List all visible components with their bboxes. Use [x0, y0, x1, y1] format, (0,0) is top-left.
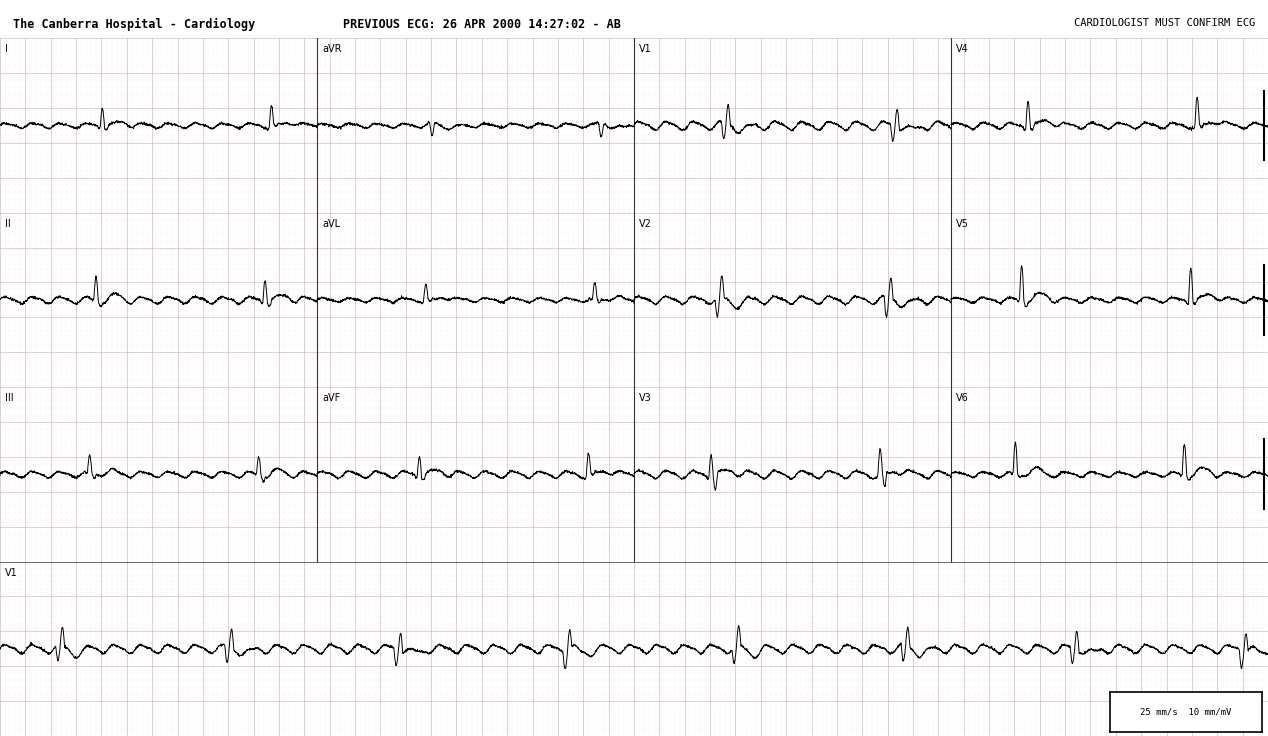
Text: I: I [5, 44, 8, 54]
Text: V4: V4 [956, 44, 969, 54]
Text: V1: V1 [5, 567, 18, 578]
Text: aVF: aVF [322, 393, 340, 403]
Text: V3: V3 [639, 393, 652, 403]
Text: PREVIOUS ECG: 26 APR 2000 14:27:02 - AB: PREVIOUS ECG: 26 APR 2000 14:27:02 - AB [342, 18, 621, 32]
Text: V5: V5 [956, 219, 969, 229]
Text: III: III [5, 393, 14, 403]
Text: II: II [5, 219, 11, 229]
Text: aVL: aVL [322, 219, 340, 229]
Text: aVR: aVR [322, 44, 341, 54]
Text: 25 mm/s  10 mm/mV: 25 mm/s 10 mm/mV [1140, 707, 1231, 717]
Text: The Canberra Hospital - Cardiology: The Canberra Hospital - Cardiology [13, 18, 255, 32]
Text: V2: V2 [639, 219, 652, 229]
Text: V6: V6 [956, 393, 969, 403]
Text: CARDIOLOGIST MUST CONFIRM ECG: CARDIOLOGIST MUST CONFIRM ECG [1074, 18, 1255, 29]
Text: V1: V1 [639, 44, 652, 54]
